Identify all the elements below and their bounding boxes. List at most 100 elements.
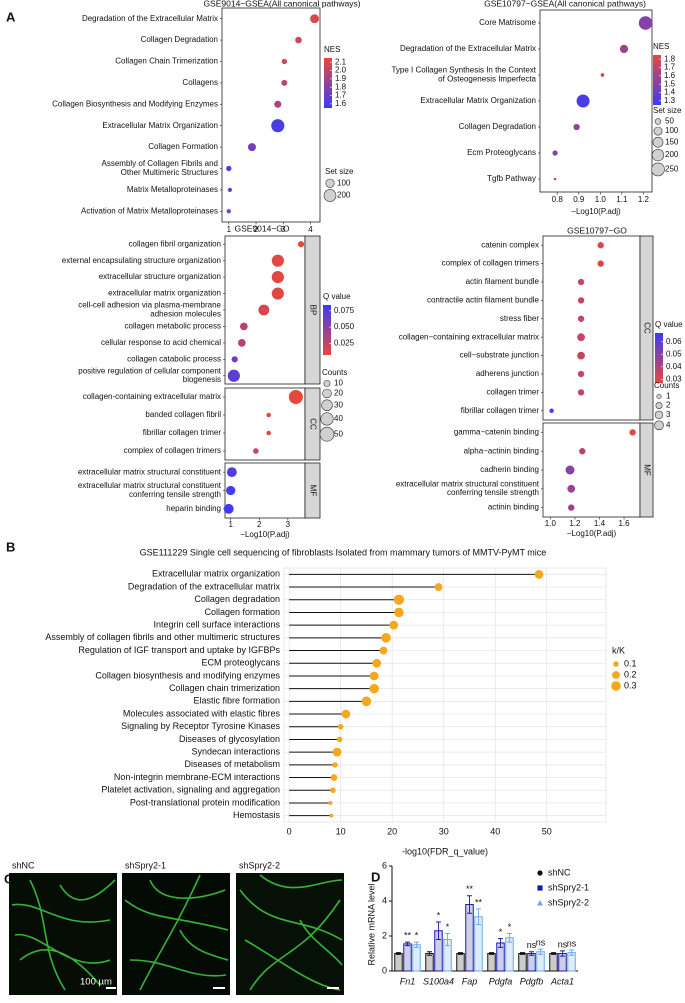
dot [549,408,554,414]
x-tick-label: Fn1 [400,976,416,986]
size-key [654,410,664,420]
size-key-label: 3 [666,410,671,419]
x-tick-label: 3 [286,520,291,529]
lollipop-dot [434,583,443,591]
y-tick-label: 4 [382,895,387,905]
chart-title: GSE10797−GO [567,225,627,235]
bar [549,953,558,972]
colorbar-label: 0.04 [666,362,682,371]
size-key-label: 20 [334,389,343,398]
colorbar-label: 0.050 [334,322,355,331]
colorbar-label: 0.03 [666,374,682,383]
x-axis-label: -log10(FDR_q_value) [402,846,488,856]
dot [295,36,302,44]
dot [573,123,580,131]
dot [565,465,575,475]
x-axis-label: −Log10(P.adj) [571,207,621,216]
lollipop-dot [361,696,372,707]
category-label: Collagen biosynthesis and modifying enzy… [95,670,280,680]
panel-label: B [6,539,15,554]
bar [527,953,536,972]
micrograph-label: shNC [12,860,35,870]
error-bar [507,932,512,943]
y-tick-label: 6 [382,860,387,870]
dot [231,356,238,363]
x-tick-label: Pdgfa [489,976,513,986]
significance: * [508,922,512,932]
size-key [612,671,620,679]
x-tick-label: 0.8 [552,195,564,204]
lollipop-dot [336,736,343,743]
legend-title: Q value [323,292,351,301]
category-label: Collagen Chain Trimerization [115,57,218,66]
x-tick-label: 2 [257,520,262,529]
facet-label: CC [308,418,317,430]
colorbar-label: 0.06 [666,337,682,346]
category-label: banded collagen fibril [145,410,221,419]
panel-label: D [371,869,380,884]
size-key-label: 30 [334,400,343,409]
category-label: cellular response to acid chemical [101,338,221,347]
error-bar [436,921,441,940]
colorbar [653,55,661,105]
x-axis-label: −Log10(P.adj) [240,530,290,539]
colorbar-label: 1.8 [664,54,676,63]
dot [577,297,585,304]
category-label: cell−substrate junction [460,351,539,360]
dot [226,165,232,172]
legend-label: shSpry2-2 [548,897,589,907]
dot [253,448,259,454]
x-tick-label: 2 [254,225,259,234]
category-label: collagen metabolic process [125,322,222,331]
chart-title: GSE10797−GSEA(All canonical pathways) [484,0,646,8]
lollipop-dot [394,607,404,618]
facet-strip [639,235,654,421]
category-label: Collagen degradation [194,594,280,604]
colorbar-label: 1.8 [335,82,347,91]
size-key-label: 0.2 [624,669,637,679]
colorbar-label: 1.6 [664,71,676,80]
x-tick-label: 30 [439,826,449,836]
x-axis-label: −Log10(P.adj) [567,529,617,538]
category-label: collagen-containing extracellular matrix [83,392,221,401]
x-tick-label: 0 [287,826,292,836]
size-key [655,402,663,409]
category-label: Platelet activation, signaling and aggre… [101,785,280,795]
legend-title: Counts [322,368,347,377]
dot [227,369,240,382]
facet-label: BP [308,305,317,316]
category-label: Collagen Formation [148,142,218,151]
significance: ns [527,940,537,950]
category-label: Matrix Metalloproteinases [127,185,218,194]
legend-title: Set size [653,106,682,115]
dot [597,260,604,267]
category-label: Syndecan interactions [191,747,280,757]
category-label: contractile actin filament bundle [427,296,540,305]
chart-title: GSE9014−GSEA(All canonical pathways) [203,0,360,8]
size-key-label: 0.3 [624,680,637,690]
category-label: catenin complex [481,240,539,249]
error-bar [498,938,503,948]
size-key [654,420,664,431]
error-bar [396,952,401,955]
category-label: Extracellular Matrix Organization [102,121,218,130]
category-label: stress fiber [500,314,539,323]
category-label: adherens junction [476,369,539,378]
scale-bar-label: 100 µm [80,977,112,988]
size-key-label: 100 [665,126,679,135]
legend-title: Q value [655,320,683,329]
dot [288,390,303,404]
category-label: actin filament bundle [466,277,540,286]
size-key [656,393,662,400]
dot [579,448,586,455]
category-label: Collagen Degradation [459,122,536,131]
category-label: cadherin binding [480,465,539,474]
significance: * [437,910,441,920]
error-bar [529,951,534,956]
dot [568,504,575,511]
size-key [613,661,619,667]
dot [258,304,270,316]
lollipop-dot [328,800,333,805]
colorbar-label: 1.9 [335,74,347,83]
